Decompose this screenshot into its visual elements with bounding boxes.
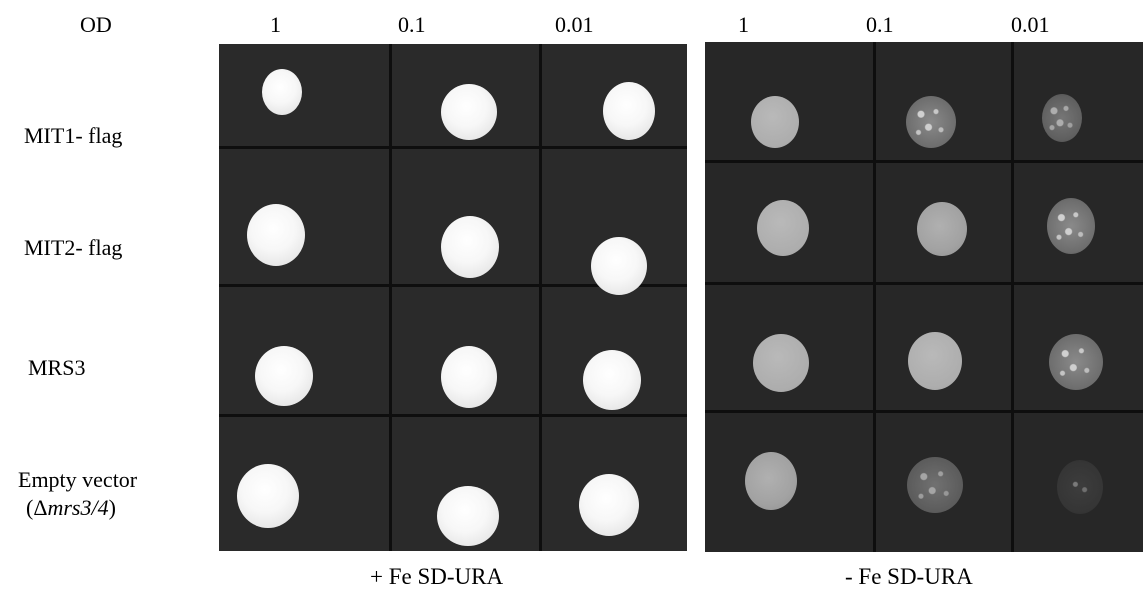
grid-line (705, 410, 1143, 413)
colony-spot (917, 202, 967, 256)
row-label-mit2: MIT2- flag (24, 235, 123, 260)
row-sublabel-mrs3-4: (Δmrs3/4) (26, 497, 116, 519)
colony-spot (579, 474, 639, 536)
colony-spot (906, 96, 956, 148)
colony-spot (441, 216, 499, 278)
colony-spot (583, 350, 641, 410)
grid-line (705, 160, 1143, 163)
row-label-mrs3: MRS3 (28, 355, 86, 380)
plate-minus-fe (705, 42, 1143, 552)
colony-spot (237, 464, 299, 528)
colony-spot (1042, 94, 1082, 142)
grid-line (219, 146, 687, 149)
colony-spot (1049, 334, 1103, 390)
plate-plus-fe (219, 44, 687, 551)
caption-minus-fe: - Fe SD-URA (845, 564, 973, 589)
grid-line (539, 44, 542, 551)
grid-line (219, 414, 687, 417)
colony-spot (745, 452, 797, 510)
right-dilution-0-01: 0.01 (1011, 12, 1050, 37)
colony-spot (437, 486, 499, 546)
right-dilution-0-1: 0.1 (866, 12, 894, 37)
caption-plus-fe: + Fe SD-URA (370, 564, 504, 589)
sublabel-italic: mrs3/4 (47, 495, 109, 520)
colony-spot (1057, 460, 1103, 514)
colony-spot (591, 237, 647, 295)
colony-spot (441, 346, 497, 408)
grid-line (389, 44, 392, 551)
row-label-mit1: MIT1- flag (24, 123, 123, 148)
left-dilution-0-01: 0.01 (555, 12, 594, 37)
right-dilution-1: 1 (738, 12, 749, 37)
row-label-empty-vector: Empty vector (18, 467, 138, 492)
colony-spot (441, 84, 497, 140)
colony-spot (907, 457, 963, 513)
colony-spot (603, 82, 655, 140)
colony-spot (255, 346, 313, 406)
od-header: OD (80, 12, 112, 37)
grid-line (1011, 42, 1014, 552)
colony-spot (262, 69, 302, 115)
colony-spot (757, 200, 809, 256)
colony-spot (751, 96, 799, 148)
grid-line (219, 284, 687, 287)
colony-spot (753, 334, 809, 392)
left-dilution-0-1: 0.1 (398, 12, 426, 37)
colony-spot (247, 204, 305, 266)
colony-spot (908, 332, 962, 390)
sublabel-suffix: ) (108, 495, 116, 520)
grid-line (873, 42, 876, 552)
sublabel-prefix: (Δ (26, 495, 48, 520)
left-dilution-1: 1 (270, 12, 281, 37)
grid-line (705, 282, 1143, 285)
colony-spot (1047, 198, 1095, 254)
